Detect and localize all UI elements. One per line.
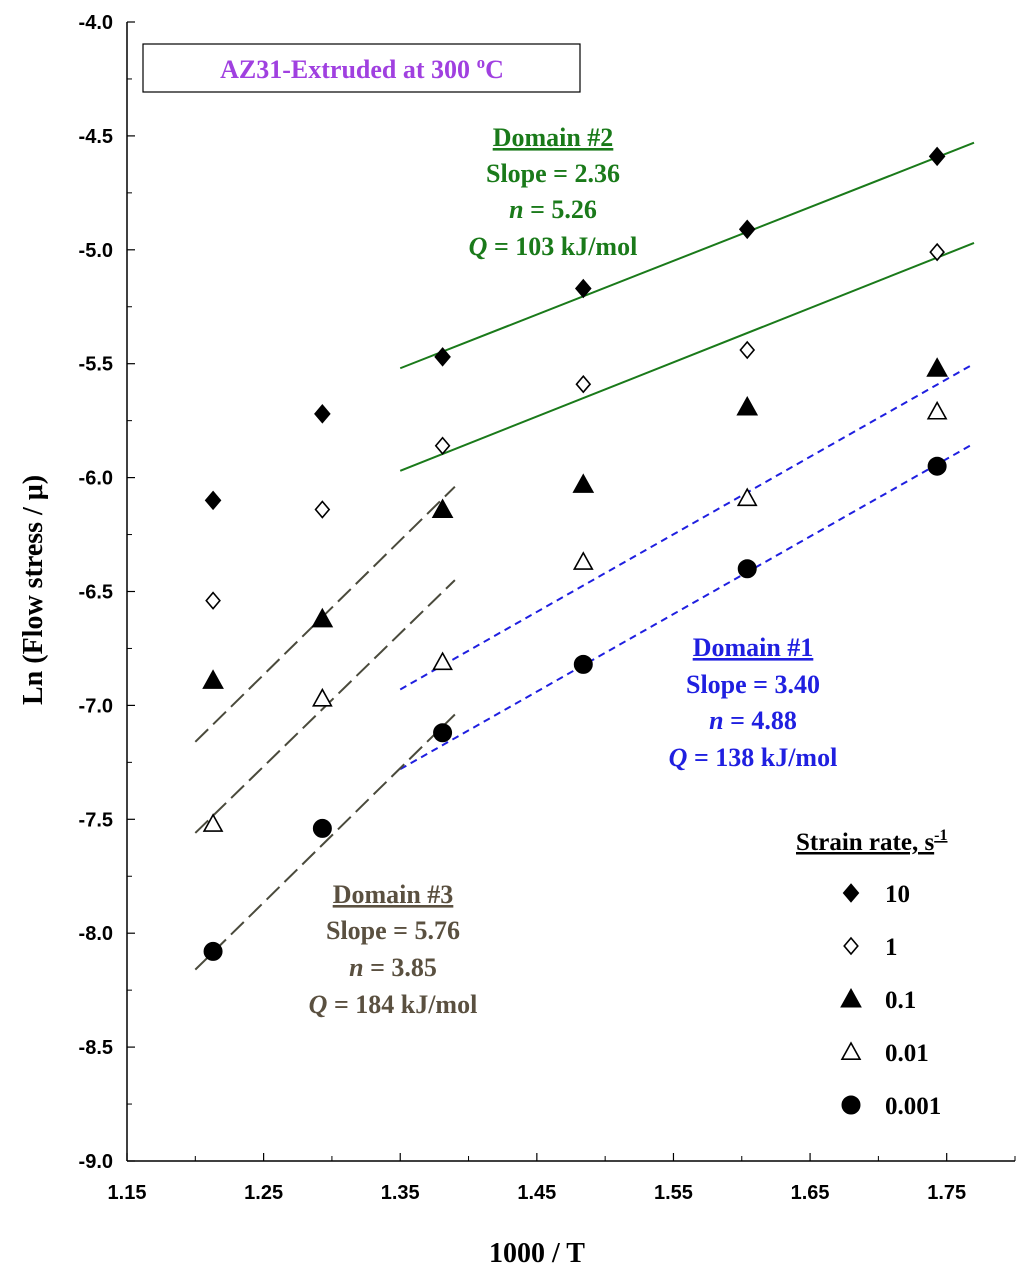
y-tick-label-7: -7.5 — [79, 809, 113, 831]
annotation-domain2: Domain #2 Slope = 2.36 n = 5.26 Q = 103 … — [469, 123, 638, 261]
x-tick-label-1: 1.25 — [244, 1182, 283, 1204]
legend-label-3: 0.01 — [885, 1040, 929, 1067]
point-series1-5 — [929, 242, 945, 262]
point-series4-1 — [312, 818, 332, 838]
chart-title-degree: o — [477, 53, 486, 72]
point-series1-1 — [314, 500, 331, 519]
y-tick-label-9: -8.5 — [79, 1037, 113, 1059]
point-series0-4 — [738, 219, 756, 240]
y-axis-title: Ln (Flow stress / μ) — [18, 475, 49, 705]
chart-title-box — [142, 43, 581, 93]
y-tick-label-1: -4.5 — [79, 126, 113, 148]
legend-marker-0 — [842, 883, 860, 903]
annotation-domain2-slope: Slope = 2.36 — [486, 159, 620, 188]
x-ticks: 1.15 1.25 1.35 1.45 1.55 1.65 1.75 — [108, 1153, 1016, 1204]
point-series2-0 — [202, 669, 224, 689]
point-series3-0 — [202, 813, 224, 832]
annotation-domain3-title: Domain #3 — [333, 880, 454, 909]
legend-title: Strain rate, s-1 — [796, 827, 948, 856]
fit-line-6 — [194, 713, 456, 971]
fit-line-0 — [399, 141, 975, 370]
annotation-domain3: Domain #3 Slope = 5.76 n = 3.85 Q = 184 … — [309, 880, 478, 1019]
y-tick-label-10: -9.0 — [79, 1151, 113, 1173]
legend-marker-4 — [841, 1095, 861, 1115]
point-series2-2 — [431, 498, 454, 518]
annotation-domain1-slope: Slope = 3.40 — [686, 670, 820, 699]
point-series2-3 — [572, 473, 595, 493]
legend-label-4: 0.001 — [885, 1093, 941, 1120]
y-tick-label-4: -6.0 — [79, 468, 113, 490]
point-series3-1 — [312, 687, 333, 707]
annotation-domain3-n: n = 3.85 — [349, 953, 437, 982]
point-series0-3 — [574, 278, 592, 299]
chart-title-main: AZ31-Extruded at 300 — [220, 55, 476, 84]
x-tick-label-0: 1.15 — [108, 1182, 147, 1204]
annotation-domain2-title: Domain #2 — [493, 123, 614, 152]
annotation-domain2-n: n = 5.26 — [509, 195, 597, 224]
annotation-domain3-slope: Slope = 5.76 — [326, 916, 460, 945]
annotation-domain1-title: Domain #1 — [693, 633, 814, 662]
point-series4-3 — [573, 654, 593, 674]
legend: Strain rate, s-1 10 1 0.1 0.01 0.001 — [796, 827, 948, 1120]
point-series4-4 — [737, 559, 757, 579]
y-tick-label-0: -4.0 — [79, 12, 113, 34]
point-series0-1 — [314, 404, 331, 424]
legend-title-sup: -1 — [934, 827, 947, 844]
legend-items: 10 1 0.1 0.01 0.001 — [840, 881, 941, 1120]
y-tick-label-5: -6.5 — [79, 582, 113, 604]
x-tick-label-3: 1.45 — [517, 1182, 556, 1204]
legend-label-2: 0.1 — [885, 987, 916, 1014]
x-tick-label-4: 1.55 — [654, 1182, 693, 1204]
point-series4-0 — [203, 941, 223, 961]
data-markers — [202, 146, 948, 961]
x-tick-label-6: 1.75 — [927, 1182, 966, 1204]
point-series3-2 — [432, 651, 453, 671]
point-series1-4 — [739, 340, 756, 360]
y-tick-label-3: -5.5 — [79, 354, 113, 376]
fit-line-2 — [399, 362, 975, 691]
chart-title-unit: C — [485, 55, 504, 84]
legend-label-1: 1 — [885, 934, 898, 961]
point-series1-3 — [575, 374, 592, 394]
point-series2-4 — [736, 395, 759, 416]
annotation-domain3-q: Q = 184 kJ/mol — [309, 990, 478, 1019]
point-series0-5 — [928, 146, 946, 167]
legend-marker-2 — [840, 987, 862, 1008]
point-series2-5 — [926, 357, 948, 377]
point-series1-2 — [434, 436, 451, 455]
x-tick-label-2: 1.35 — [381, 1182, 420, 1204]
chart-title: AZ31-Extruded at 300 oC — [220, 53, 504, 84]
point-series2-1 — [311, 607, 334, 628]
point-series0-2 — [434, 347, 451, 367]
y-ticks: -4.0 -4.5 -5.0 -5.5 -6.0 -6.5 -7.0 -7.5 -8.0 -8.5… — [79, 12, 135, 1173]
fit-line-1 — [399, 242, 975, 472]
y-tick-label-2: -5.0 — [79, 240, 113, 262]
annotation-domain1-n: n = 4.88 — [709, 706, 797, 735]
legend-label-0: 10 — [885, 881, 910, 908]
point-series1-0 — [205, 591, 221, 610]
fit-line-3 — [399, 442, 975, 771]
annotation-domain1: Domain #1 Slope = 3.40 n = 4.88 Q = 138 … — [669, 633, 838, 772]
legend-marker-3 — [840, 1041, 862, 1060]
point-series0-0 — [204, 490, 222, 511]
y-tick-label-8: -8.0 — [79, 923, 113, 945]
point-series3-3 — [572, 551, 594, 570]
y-tick-label-6: -7.0 — [79, 695, 113, 717]
x-axis-title: 1000 / T — [489, 1238, 585, 1269]
annotation-domain1-q: Q = 138 kJ/mol — [669, 743, 838, 772]
x-tick-label-5: 1.65 — [791, 1182, 830, 1204]
legend-title-main: Strain rate, s — [796, 829, 934, 856]
point-series4-5 — [927, 456, 947, 476]
point-series3-5 — [926, 400, 948, 420]
point-series3-4 — [736, 487, 758, 507]
point-series4-2 — [433, 723, 453, 743]
legend-marker-1 — [843, 936, 859, 956]
annotation-domain2-q: Q = 103 kJ/mol — [469, 232, 638, 261]
